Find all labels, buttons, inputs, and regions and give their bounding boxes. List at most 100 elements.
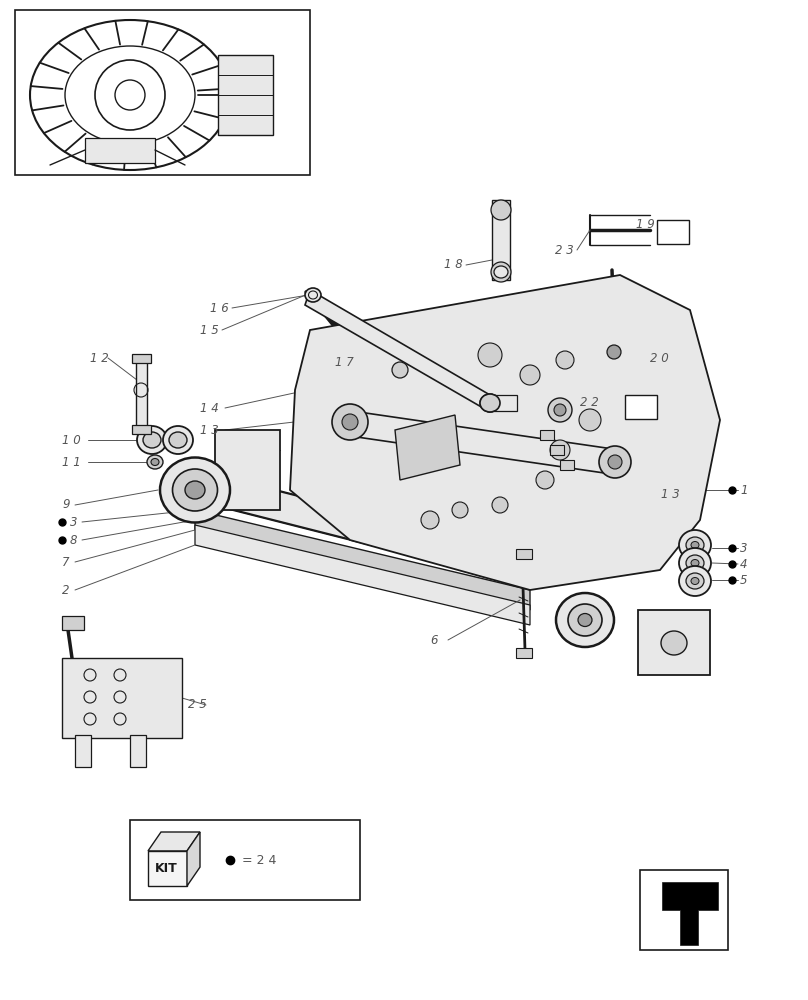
Text: 6: 6	[430, 634, 437, 647]
Bar	[540, 430, 554, 440]
Text: 7: 7	[62, 556, 69, 568]
Bar	[657, 220, 689, 244]
Circle shape	[579, 409, 601, 431]
Ellipse shape	[147, 455, 163, 469]
Polygon shape	[148, 832, 200, 851]
Ellipse shape	[686, 573, 704, 589]
Bar	[218, 55, 273, 135]
Polygon shape	[187, 832, 200, 886]
Circle shape	[392, 362, 408, 378]
Bar	[492, 395, 517, 411]
Polygon shape	[305, 290, 490, 412]
Text: 9: 9	[62, 498, 69, 512]
Text: 2 0: 2 0	[650, 352, 669, 364]
Text: 1 5: 1 5	[200, 324, 219, 336]
Bar	[85, 138, 155, 163]
Text: 4: 4	[740, 558, 747, 570]
Ellipse shape	[679, 566, 711, 596]
Text: 1 2: 1 2	[90, 352, 109, 364]
Circle shape	[452, 502, 468, 518]
Ellipse shape	[568, 604, 602, 636]
Circle shape	[536, 471, 554, 489]
Text: 1 3: 1 3	[661, 488, 680, 502]
Ellipse shape	[686, 537, 704, 553]
Bar	[638, 610, 710, 675]
Ellipse shape	[494, 266, 508, 278]
Polygon shape	[395, 415, 460, 480]
Bar	[136, 358, 147, 430]
Ellipse shape	[691, 542, 699, 548]
Circle shape	[491, 200, 511, 220]
Circle shape	[491, 262, 511, 282]
Circle shape	[556, 351, 574, 369]
Ellipse shape	[305, 288, 321, 302]
Circle shape	[520, 365, 540, 385]
Polygon shape	[290, 275, 720, 590]
Polygon shape	[148, 851, 187, 886]
Polygon shape	[343, 410, 620, 475]
Bar	[516, 549, 532, 559]
Ellipse shape	[137, 426, 167, 454]
Ellipse shape	[185, 481, 205, 499]
Text: 1 6: 1 6	[210, 302, 229, 314]
Text: 5: 5	[740, 574, 747, 586]
Text: 2 5: 2 5	[188, 698, 207, 712]
Text: 1 7: 1 7	[335, 356, 354, 368]
Text: 1 1: 1 1	[62, 456, 81, 468]
Bar	[516, 648, 532, 658]
Bar	[492, 200, 510, 280]
Text: 19: 19	[667, 227, 680, 237]
Ellipse shape	[661, 631, 687, 655]
Ellipse shape	[578, 613, 592, 626]
Text: 2 3: 2 3	[555, 243, 574, 256]
Bar	[75, 735, 91, 767]
Circle shape	[599, 446, 631, 478]
Ellipse shape	[556, 593, 614, 647]
Text: 1 4: 1 4	[200, 401, 219, 414]
Bar	[62, 658, 182, 738]
Text: KIT: KIT	[155, 862, 178, 875]
Bar	[130, 820, 360, 900]
Polygon shape	[195, 510, 530, 610]
Text: 1 8: 1 8	[444, 258, 463, 271]
Circle shape	[608, 455, 622, 469]
Text: 2: 2	[62, 584, 69, 596]
Circle shape	[421, 511, 439, 529]
Ellipse shape	[151, 458, 159, 466]
Ellipse shape	[480, 394, 500, 412]
Text: 8: 8	[70, 534, 78, 546]
Circle shape	[554, 404, 566, 416]
Ellipse shape	[163, 426, 193, 454]
Bar	[62, 616, 84, 630]
Bar	[132, 425, 151, 434]
Circle shape	[332, 404, 368, 440]
Ellipse shape	[679, 548, 711, 578]
Ellipse shape	[480, 394, 500, 412]
Bar	[625, 395, 657, 419]
Ellipse shape	[679, 530, 711, 560]
Text: 1 0: 1 0	[62, 434, 81, 446]
Text: 21: 21	[635, 402, 647, 412]
Bar	[215, 430, 280, 510]
Polygon shape	[195, 470, 530, 585]
Text: 1 3: 1 3	[200, 424, 219, 436]
Circle shape	[548, 398, 572, 422]
Polygon shape	[662, 882, 718, 945]
Text: 1: 1	[740, 484, 747, 496]
Bar	[15, 10, 310, 175]
Polygon shape	[195, 525, 530, 625]
Ellipse shape	[160, 458, 230, 522]
Circle shape	[478, 343, 502, 367]
Bar	[132, 354, 151, 363]
Ellipse shape	[143, 432, 161, 448]
Text: 2 2: 2 2	[580, 395, 599, 408]
Text: 3: 3	[70, 516, 78, 528]
Ellipse shape	[691, 578, 699, 584]
Text: 3: 3	[740, 542, 747, 554]
Bar	[560, 460, 574, 470]
Circle shape	[342, 414, 358, 430]
Bar	[640, 870, 728, 950]
Bar	[130, 735, 146, 767]
Text: = 2 4: = 2 4	[242, 854, 276, 866]
Bar	[550, 445, 564, 455]
